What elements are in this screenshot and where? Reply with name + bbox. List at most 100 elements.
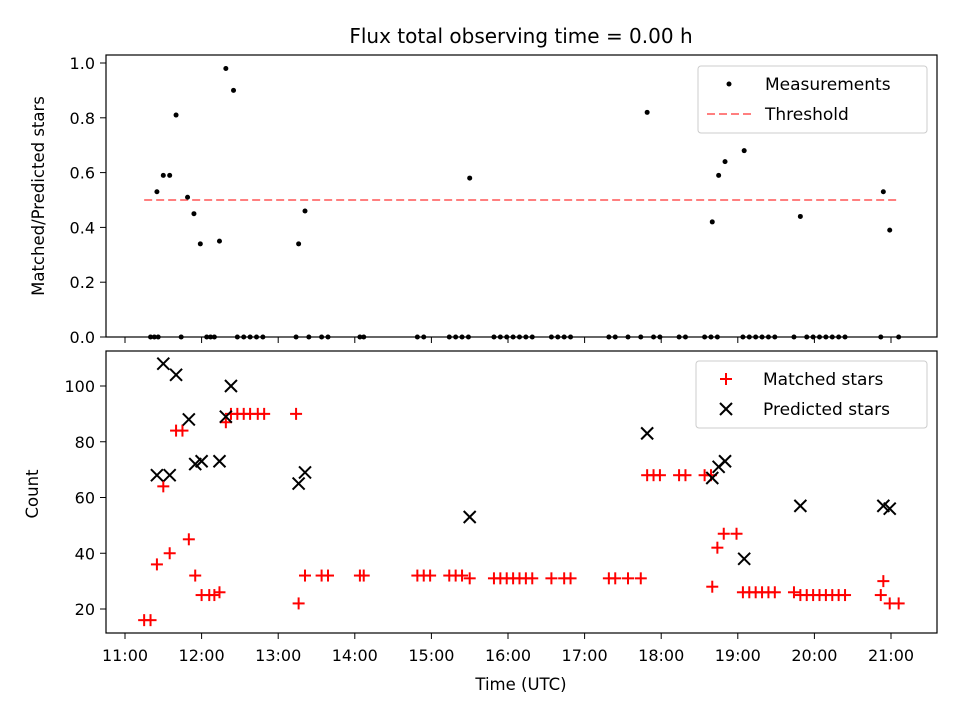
measurement-point — [676, 334, 682, 340]
matched-stars-point — [717, 527, 730, 540]
top-y-tick-label: 0.2 — [70, 273, 95, 292]
predicted-stars-point — [462, 510, 477, 524]
legend-measurements-label: Measurements — [765, 75, 891, 95]
predicted-stars-point — [291, 476, 306, 491]
predicted-stars-point — [194, 454, 209, 468]
measurement-point — [154, 189, 160, 195]
measurement-point — [842, 334, 848, 340]
matched-stars-point — [634, 572, 647, 585]
predicted-stars-point — [224, 379, 238, 393]
predicted-stars-point — [219, 409, 233, 424]
measurement-point — [791, 334, 797, 340]
measurement-point — [810, 334, 816, 340]
measurement-point — [185, 194, 191, 200]
measurement-point — [746, 334, 752, 340]
measurement-point — [319, 334, 325, 340]
measurement-point — [260, 334, 266, 340]
matched-stars-point — [874, 589, 887, 602]
predicted-stars-point — [640, 426, 654, 441]
measurement-point — [529, 334, 535, 340]
measurement-point — [231, 87, 237, 93]
measurement-point — [797, 213, 803, 219]
predicted-stars-point — [298, 465, 312, 480]
matched-stars-point — [176, 424, 189, 437]
predicted-stars-point — [718, 454, 732, 468]
measurement-point — [306, 334, 312, 340]
measurement-point — [887, 227, 893, 233]
measurement-point — [241, 334, 247, 340]
top-y-tick-label: 0.0 — [70, 328, 95, 347]
measurement-point — [829, 334, 835, 340]
top-y-tick-label: 0.4 — [70, 218, 95, 237]
measurement-point — [823, 334, 829, 340]
x-tick-label: 16:00 — [485, 646, 531, 665]
measurement-point — [160, 172, 166, 178]
count-points — [138, 356, 905, 627]
matched-stars-point — [150, 558, 163, 571]
top-y-axis-label: Matched/Predicted stars — [29, 96, 48, 296]
measurement-points — [148, 65, 902, 340]
matched-stars-point — [706, 580, 719, 593]
predicted-stars-point — [705, 471, 719, 485]
measurement-point — [173, 112, 179, 118]
measurement-point — [414, 334, 420, 340]
matched-stars-point — [768, 586, 781, 599]
x-tick-label: 12:00 — [179, 646, 225, 665]
measurement-point — [234, 334, 240, 340]
predicted-stars-point — [162, 468, 177, 482]
matched-stars-point — [357, 569, 370, 582]
bottom-y-ticks: 20 40 60 80 100 — [64, 377, 106, 619]
matched-stars-point — [163, 547, 176, 560]
predicted-stars-point — [212, 454, 227, 468]
matched-stars-point — [299, 569, 312, 582]
matched-stars-point — [189, 569, 202, 582]
bottom-y-tick-label: 80 — [75, 433, 95, 452]
measurement-point — [740, 334, 746, 340]
measurement-point — [211, 334, 217, 340]
measurement-point — [702, 334, 708, 340]
matched-stars-point — [609, 572, 622, 585]
x-tick-label: 11:00 — [102, 646, 148, 665]
matched-stars-point — [730, 527, 743, 540]
matched-stars-point — [208, 589, 221, 602]
x-axis-label: Time (UTC) — [474, 675, 566, 694]
matched-stars-point — [877, 575, 890, 588]
matched-stars-point — [679, 469, 692, 482]
top-legend-box — [697, 65, 928, 134]
bottom-y-axis-label: Count — [23, 469, 42, 519]
measurement-point — [208, 334, 214, 340]
measurement-point — [204, 334, 210, 340]
measurement-point — [716, 172, 722, 178]
matched-stars-point — [564, 572, 577, 585]
measurement-point — [223, 65, 229, 71]
measurement-point — [516, 334, 522, 340]
matched-stars-point — [545, 572, 558, 585]
x-tick-label: 14:00 — [332, 646, 378, 665]
x-tick-label: 18:00 — [638, 646, 684, 665]
x-tick-label: 21:00 — [868, 646, 914, 665]
measurement-point — [155, 334, 161, 340]
measurement-point — [878, 334, 884, 340]
bottom-plot-frame — [105, 350, 938, 634]
matched-stars-point — [219, 416, 232, 429]
measurement-point — [606, 334, 612, 340]
x-tick-label: 20:00 — [791, 646, 837, 665]
x-tick-label: 19:00 — [715, 646, 761, 665]
measurement-point — [151, 334, 157, 340]
matched-stars-point — [292, 597, 305, 610]
measurement-point — [446, 334, 452, 340]
measurement-point — [523, 334, 529, 340]
legend-matched-label: Matched stars — [763, 370, 883, 390]
top-y-ticks: 0.0 0.2 0.4 0.6 0.8 1.0 — [70, 54, 106, 347]
measurement-point — [459, 334, 465, 340]
measurement-point — [722, 159, 728, 165]
measurement-point — [421, 334, 427, 340]
predicted-stars-point — [150, 468, 164, 482]
measurement-point — [148, 334, 154, 340]
measurement-point — [555, 334, 561, 340]
x-tick-label: 17:00 — [562, 646, 608, 665]
measurement-point — [759, 334, 765, 340]
measurement-point — [880, 189, 886, 195]
measurement-point — [491, 334, 497, 340]
